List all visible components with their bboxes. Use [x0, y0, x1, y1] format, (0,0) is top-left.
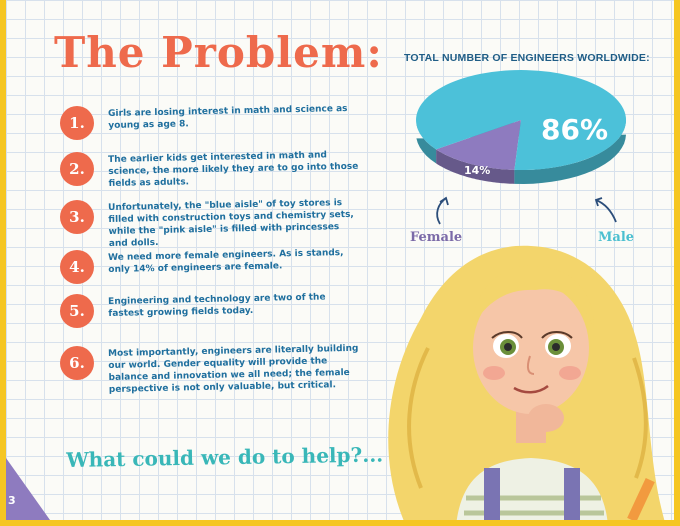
pie-slice-male	[416, 69, 627, 170]
female-percent-label: 14%	[464, 164, 491, 177]
item-text: Unfortunately, the "blue aisle" of toy s…	[108, 198, 354, 249]
item-text: Girls are losing interest in math and sc…	[108, 103, 348, 131]
male-arrow	[595, 199, 617, 223]
pie-chart	[416, 69, 627, 184]
item-number-badge: 4.	[60, 250, 94, 284]
page-number: 3	[8, 494, 16, 507]
list-item: 3. Unfortunately, the "blue aisle" of to…	[60, 198, 360, 250]
list-item: 2. The earlier kids get interested in ma…	[60, 150, 360, 190]
male-percent-label: 86%	[541, 113, 609, 146]
pointer-arrows	[436, 196, 617, 225]
item-number-badge: 5.	[60, 294, 94, 328]
item-number-badge: 6.	[60, 346, 94, 380]
item-number-badge: 1.	[60, 106, 94, 140]
list-item: 6. Most importantly, engineers are liter…	[60, 343, 360, 396]
list-item: 5. Engineering and technology are two of…	[60, 292, 360, 328]
closing-question: What could we do to help?...	[66, 442, 384, 472]
item-text: The earlier kids get interested in math …	[108, 150, 359, 189]
list-item: 1. Girls are losing interest in math and…	[60, 103, 360, 140]
girl-illustration	[388, 245, 665, 520]
list-item: 4. We need more female engineers. As is …	[60, 248, 360, 284]
item-number-badge: 3.	[60, 200, 94, 234]
item-text: Engineering and technology are two of th…	[108, 292, 326, 319]
item-text: Most importantly, engineers are literall…	[108, 343, 359, 395]
chart-title: TOTAL NUMBER OF ENGINEERS WORLDWIDE:	[404, 52, 650, 64]
male-legend-label: Male	[598, 230, 635, 245]
page-title: The Problem:	[54, 28, 383, 77]
pie-side-female	[436, 149, 515, 184]
notebook-page: The Problem: 1. Girls are losing interes…	[6, 0, 674, 520]
item-text: We need more female engineers. As is sta…	[108, 248, 344, 275]
item-number-badge: 2.	[60, 152, 94, 186]
pie-slice-female	[436, 120, 521, 170]
page-corner-tab	[6, 458, 50, 520]
female-legend-label: Female	[410, 230, 463, 245]
